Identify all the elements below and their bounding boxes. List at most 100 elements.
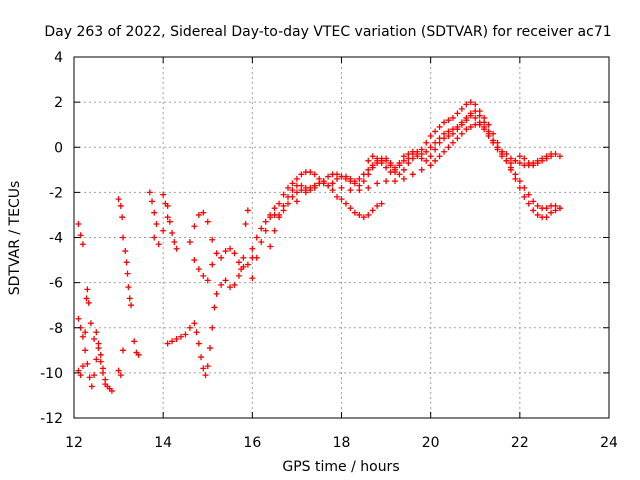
x-axis-label: GPS time / hours (282, 459, 399, 475)
data-point (75, 315, 82, 322)
data-point (200, 365, 207, 372)
data-point (293, 175, 300, 182)
data-point (334, 193, 341, 200)
data-point (125, 284, 132, 291)
data-point (418, 166, 425, 173)
data-point (432, 157, 439, 164)
data-point (369, 162, 376, 169)
data-point (202, 372, 209, 379)
x-tick-labels: 12 14 16 18 20 22 24 (65, 435, 618, 451)
data-point (449, 139, 456, 146)
data-point (445, 117, 452, 124)
data-marks (75, 99, 563, 394)
data-point (311, 171, 318, 178)
data-point (128, 302, 135, 309)
data-point (191, 320, 198, 327)
data-point (396, 160, 403, 167)
data-point (427, 162, 434, 169)
data-point (153, 220, 160, 227)
data-point (499, 153, 505, 160)
data-point (122, 248, 129, 255)
data-point (285, 200, 291, 207)
data-point (463, 117, 470, 124)
data-point (77, 232, 84, 239)
y-tick-label: -8 (49, 321, 63, 337)
data-point (516, 160, 523, 167)
data-point (191, 223, 198, 230)
data-point (507, 160, 514, 167)
y-tick-label: -2 (49, 185, 63, 201)
data-point (253, 234, 260, 241)
data-point (342, 200, 349, 207)
data-point (503, 151, 510, 158)
data-point (503, 157, 510, 164)
data-point (543, 214, 550, 221)
data-point (472, 114, 479, 121)
data-point (117, 372, 124, 379)
data-point (374, 180, 381, 187)
data-point (347, 187, 354, 194)
grid-lines (74, 57, 609, 418)
axis-ticks (73, 56, 610, 419)
data-point (334, 171, 341, 178)
data-point (178, 333, 184, 340)
data-point (289, 180, 296, 187)
data-point (414, 151, 421, 158)
data-point (476, 112, 483, 119)
data-point (149, 198, 156, 205)
data-point (209, 261, 216, 268)
y-tick-label: -4 (49, 231, 63, 247)
data-point (240, 254, 247, 261)
data-point (552, 202, 559, 209)
data-point (131, 338, 138, 345)
data-point (79, 363, 86, 370)
data-point (206, 345, 213, 352)
data-point (173, 245, 180, 252)
data-point (472, 101, 479, 108)
x-tick-label: 16 (243, 435, 261, 451)
data-point (307, 169, 314, 176)
data-point (173, 336, 180, 343)
data-point (253, 254, 260, 261)
data-point (325, 182, 332, 189)
data-point (409, 171, 416, 178)
data-point (227, 284, 234, 291)
x-tick-label: 24 (600, 435, 618, 451)
data-point (392, 166, 398, 173)
data-point (213, 290, 220, 297)
data-point (356, 175, 363, 182)
data-point (360, 171, 367, 178)
data-point (383, 178, 390, 185)
data-point (556, 205, 563, 212)
data-point (120, 234, 127, 241)
data-point (267, 243, 274, 250)
data-point (209, 324, 216, 331)
data-point (164, 214, 171, 221)
data-point (166, 218, 173, 225)
data-point (365, 184, 372, 191)
series-track-6 (186, 207, 251, 284)
data-point (222, 277, 229, 284)
data-point (204, 277, 211, 284)
data-point (467, 99, 474, 106)
data-point (427, 132, 434, 139)
data-point (280, 202, 287, 209)
data-point (418, 155, 425, 162)
data-point (329, 187, 336, 194)
data-point (195, 340, 202, 347)
data-point (115, 196, 122, 203)
data-point (85, 299, 92, 306)
y-tick-label: -10 (40, 366, 63, 382)
data-point (449, 114, 456, 121)
data-point (164, 340, 171, 347)
data-point (548, 151, 555, 158)
data-point (534, 160, 541, 167)
data-point (83, 295, 90, 302)
data-point (365, 157, 372, 164)
data-point (458, 121, 465, 128)
data-point (298, 171, 305, 178)
data-point (79, 333, 86, 340)
data-point (193, 329, 200, 336)
data-point (93, 356, 100, 363)
data-point (191, 257, 198, 264)
